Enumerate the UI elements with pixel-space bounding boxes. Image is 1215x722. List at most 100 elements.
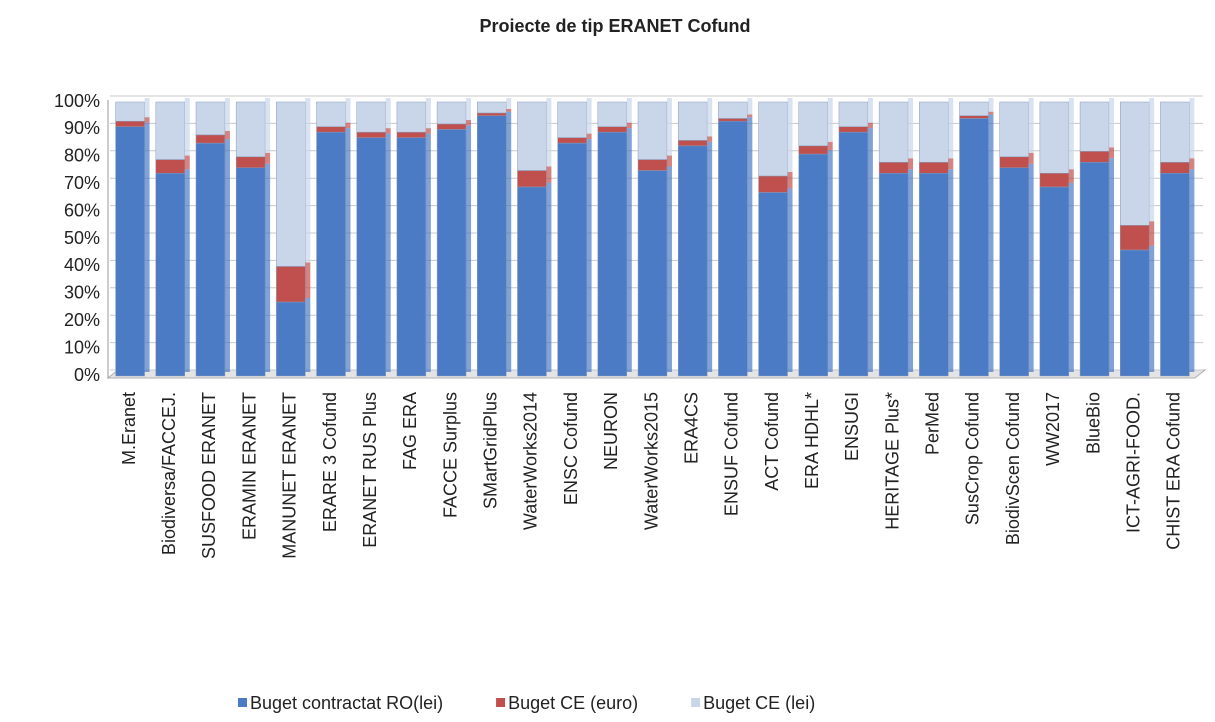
bar-segment: [316, 126, 346, 133]
bar-side: [1028, 98, 1034, 153]
bar-segment: [758, 192, 788, 377]
bar-segment: [1120, 225, 1150, 251]
bar-segment: [195, 101, 226, 136]
x-tick-label: ENSUGI: [842, 392, 862, 461]
x-tick-label: WW2017: [1043, 392, 1063, 466]
bar-segment: [557, 137, 587, 144]
bar-side: [184, 169, 190, 372]
bar-side: [506, 98, 512, 109]
x-tick-label: Biodiversa/FACCEJ.: [159, 392, 179, 555]
x-tick-label: ERANET RUS Plus: [360, 392, 380, 548]
bar-side: [265, 163, 271, 372]
bar-side: [1028, 152, 1034, 164]
bar-side: [385, 133, 391, 372]
bar-segment: [959, 101, 989, 116]
x-tick-label: M.Eranet: [119, 392, 139, 465]
x-tick-label: FACCE Surplus: [440, 392, 460, 518]
x-tick-label: ACT Cofund: [762, 392, 782, 491]
legend-label: Buget contractat RO(lei): [250, 693, 443, 713]
bar-segment: [1079, 101, 1110, 152]
bar-side: [707, 98, 713, 137]
x-tick-label: SusCrop Cofund: [963, 392, 983, 525]
bar-segment: [436, 129, 467, 377]
bar-side: [908, 158, 914, 170]
x-tick-label: CHIST ERA Cofund: [1164, 392, 1184, 550]
chart-title: Proiecte de tip ERANET Cofund: [479, 16, 750, 36]
bar-segment: [477, 112, 507, 116]
x-tick-label: WaterWorks2015: [641, 392, 661, 530]
bar-segment: [477, 101, 507, 114]
bar-segment: [798, 145, 828, 155]
y-tick-label: 30%: [64, 283, 100, 303]
bar-segment: [999, 156, 1029, 169]
bar-side: [1149, 221, 1155, 246]
bar-side: [586, 98, 592, 134]
bar-side: [466, 125, 472, 373]
bar-side: [586, 133, 592, 140]
bar-side: [1149, 245, 1155, 372]
bar-side: [948, 98, 954, 159]
bar-segment: [919, 172, 949, 377]
bar-segment: [517, 170, 547, 188]
bar-segment: [195, 134, 226, 144]
bar-segment: [235, 101, 266, 158]
bar-segment: [276, 101, 306, 267]
bar-segment: [878, 162, 909, 174]
x-tick-label: SMartGridPlus: [481, 392, 501, 509]
y-tick-label: 0%: [74, 365, 100, 385]
bar-side: [466, 119, 472, 126]
legend-swatch: [496, 698, 506, 707]
bar-side: [546, 166, 552, 183]
bar-segment: [798, 101, 828, 147]
bar-side: [827, 150, 833, 372]
x-tick-label: ERA4CS: [681, 392, 701, 464]
bar-side: [988, 98, 994, 112]
bar-side: [345, 98, 351, 123]
bar-side: [305, 298, 311, 372]
bar-side: [988, 114, 994, 372]
bar-segment: [919, 101, 949, 163]
bar-side: [1189, 169, 1195, 372]
bar-segment: [155, 159, 185, 174]
bar-segment: [878, 101, 909, 163]
bar-segment: [999, 101, 1029, 158]
bar-segment: [276, 301, 306, 377]
bar-side: [265, 98, 271, 153]
bar-segment: [718, 120, 748, 377]
bar-side: [144, 122, 150, 372]
bar-side: [144, 98, 150, 118]
y-tick-label: 20%: [64, 310, 100, 330]
bar-segment: [155, 172, 185, 377]
bar-segment: [517, 101, 547, 171]
bar-side: [1028, 163, 1034, 372]
bar-segment: [1120, 249, 1150, 377]
bar-side: [425, 98, 431, 129]
x-tick-label: SUSFOOD ERANET: [199, 392, 219, 559]
bar-side: [546, 98, 552, 167]
x-tick-label: ERA HDHL*: [802, 392, 822, 489]
bar-side: [787, 188, 793, 372]
y-tick-label: 80%: [64, 146, 100, 166]
bar-side: [827, 141, 833, 151]
bar-side: [747, 114, 753, 118]
bar-side: [626, 122, 632, 129]
bar-side: [948, 169, 954, 372]
bar-side: [988, 111, 994, 115]
bar-side: [948, 158, 954, 170]
bar-segment: [959, 115, 989, 119]
bar-side: [184, 155, 190, 170]
bar-side: [305, 98, 311, 263]
y-tick-label: 60%: [64, 200, 100, 220]
bar-side: [666, 98, 672, 156]
x-tick-label: ERARE 3 Cofund: [320, 392, 340, 532]
bar-side: [1068, 169, 1074, 183]
bar-side: [345, 122, 351, 129]
bar-side: [224, 130, 230, 140]
bar-side: [425, 128, 431, 134]
x-tick-label: WaterWorks2014: [521, 392, 541, 530]
bar-segment: [396, 137, 427, 377]
bar-side: [787, 171, 793, 189]
legend-label: Buget CE (euro): [508, 693, 638, 713]
bar-side: [867, 98, 873, 123]
